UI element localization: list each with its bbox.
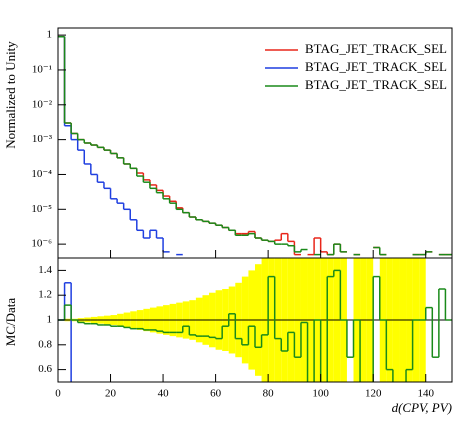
x-tick-label: 120	[365, 388, 382, 400]
y-tick-label: 1	[47, 29, 53, 41]
x-tick-label: 20	[105, 388, 117, 400]
x-tick-label: 60	[210, 388, 222, 400]
y-tick-label: 10⁻⁵	[31, 203, 52, 215]
legend-label: BTAG_JET_TRACK_SEL	[305, 41, 447, 56]
ratio-plot	[58, 258, 452, 382]
y-tick-label: 1	[47, 314, 53, 326]
x-axis-label: d(CPV, PV)	[392, 400, 452, 415]
y-tick-label: 0.8	[38, 338, 52, 350]
y-tick-label: 1.2	[38, 289, 52, 301]
y-tick-label: 10⁻²	[32, 98, 53, 110]
y-axis-label: MC/Data	[3, 298, 18, 347]
axes: 10⁻⁶ 10⁻⁵ 10⁻⁴ 10⁻³ 10⁻² 10⁻¹ 1 BTAG_JET_TRACK_…	[31, 29, 447, 400]
x-tick-label: 80	[263, 388, 275, 400]
x-tick-label: 140	[417, 388, 434, 400]
y-tick-label: 10⁻³	[32, 133, 53, 145]
main-plot	[58, 35, 452, 256]
legend-label: BTAG_JET_TRACK_SEL	[305, 77, 447, 92]
y-tick-label: 10⁻⁶	[31, 238, 52, 250]
y-tick-label: 1.4	[38, 264, 52, 276]
frame	[57, 257, 453, 383]
y-tick-label: 0.6	[38, 363, 52, 375]
y-tick-label: 10⁻⁴	[31, 168, 52, 180]
y-axis-label: Normalized to Unity	[3, 41, 18, 149]
x-tick-label: 100	[312, 388, 329, 400]
legend-label: BTAG_JET_TRACK_SEL	[305, 59, 447, 74]
x-tick-label: 40	[158, 388, 170, 400]
x-tick-label: 0	[55, 388, 61, 400]
y-tick-label: 10⁻¹	[32, 63, 52, 75]
